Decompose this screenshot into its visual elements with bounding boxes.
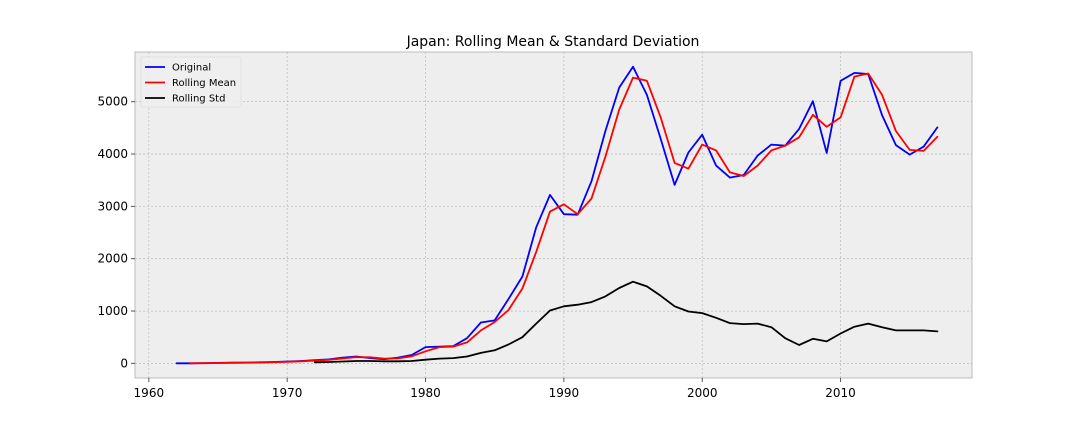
x-tick-label: 2010 — [825, 386, 856, 400]
y-tick-label: 1000 — [97, 304, 128, 318]
legend-label: Rolling Mean — [172, 78, 236, 89]
y-tick-label: 0 — [120, 356, 128, 370]
series-line-rolling-mean — [189, 72, 939, 365]
y-axis: 0 1000 2000 3000 4000 5000 — [97, 95, 135, 370]
series-line-rolling-std — [313, 280, 939, 364]
x-tick-label: 1980 — [410, 386, 441, 400]
plot-area — [134, 51, 973, 379]
legend-label: Original — [172, 63, 211, 74]
x-tick-label: 1970 — [272, 386, 303, 400]
legend-box — [140, 56, 242, 108]
grid — [135, 52, 972, 378]
y-tick-label: 4000 — [97, 147, 128, 161]
legend-label: Rolling Std — [172, 94, 225, 105]
chart-title: Japan: Rolling Mean & Standard Deviation — [406, 34, 700, 50]
x-tick-label: 1960 — [134, 386, 165, 400]
y-tick-label: 5000 — [97, 95, 128, 109]
y-tick-label: 2000 — [97, 252, 128, 266]
x-tick-label: 1990 — [549, 386, 580, 400]
series-layer — [175, 65, 939, 365]
legend: Original Rolling Mean Rolling Std — [140, 56, 242, 108]
x-tick-label: 2000 — [687, 386, 718, 400]
y-tick-label: 3000 — [97, 199, 128, 213]
x-axis: 1960 1970 1980 1990 2000 2010 — [134, 378, 856, 400]
